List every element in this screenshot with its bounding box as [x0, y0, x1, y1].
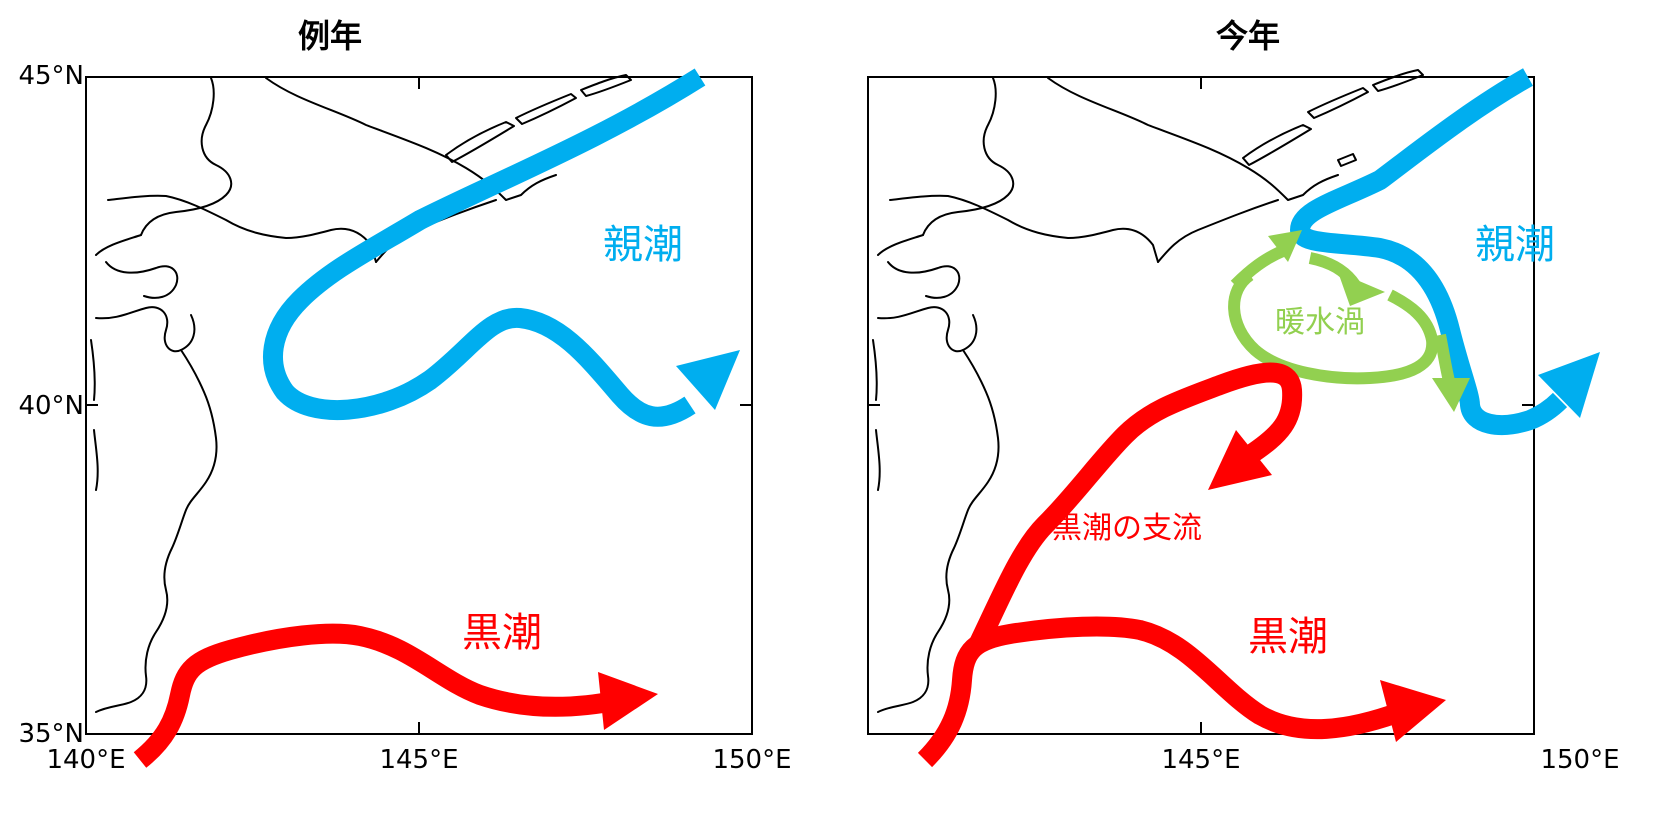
lat-tick-label: 40°N [18, 391, 84, 421]
warm-eddy-arrowhead [1268, 230, 1302, 262]
lat-tick-label: 35°N [18, 719, 84, 749]
kuroshio-label: 黒潮 [1248, 614, 1328, 660]
kuroshio-current-path [917, 616, 1404, 768]
map-frame [85, 76, 753, 735]
kuroshio-branch-arrowhead [1208, 430, 1272, 490]
kuroshio-current-path [133, 623, 622, 768]
oyashio-current-path [263, 68, 706, 427]
lon-tick-label: 140°E [46, 745, 125, 775]
oyashio-arrowhead [676, 350, 740, 410]
kuroshio-label: 黒潮 [462, 610, 542, 656]
map-panel-this-year: 今年 145°E 150°E 親潮 黒潮 [867, 17, 1620, 775]
coastline [872, 69, 1424, 713]
kuroshio-arrowhead [1380, 680, 1446, 742]
kuroshio-branch-path [969, 362, 1303, 650]
kuroshio-arrowhead [598, 672, 658, 730]
lon-tick-label: 150°E [1540, 745, 1619, 775]
warm-eddy-inflow [1230, 244, 1288, 290]
warm-eddy-ring [1228, 270, 1439, 385]
oyashio-label: 親潮 [1475, 222, 1555, 268]
kuroshio-branch-label: 黒潮の支流 [1052, 511, 1202, 546]
lat-tick-label: 45°N [18, 61, 84, 91]
map-panel-normal: 例年 45°N 40°N 35°N 140°E 145°E 150°E 親潮 黒… [18, 17, 791, 775]
panel-title: 今年 [1216, 17, 1280, 55]
oyashio-label: 親潮 [603, 222, 683, 268]
coastline [90, 74, 632, 713]
lon-tick-label: 145°E [1161, 745, 1240, 775]
lon-tick-label: 145°E [379, 745, 458, 775]
oyashio-arrowhead [1538, 352, 1600, 418]
warm-eddy-arrowhead [1432, 378, 1470, 412]
warm-eddy-label: 暖水渦 [1275, 305, 1365, 340]
lon-tick-label: 150°E [712, 745, 791, 775]
oyashio-current-path [1290, 68, 1568, 435]
panel-title: 例年 [298, 17, 362, 55]
map-frame [867, 76, 1535, 735]
warm-eddy-arrowhead [1338, 272, 1385, 306]
